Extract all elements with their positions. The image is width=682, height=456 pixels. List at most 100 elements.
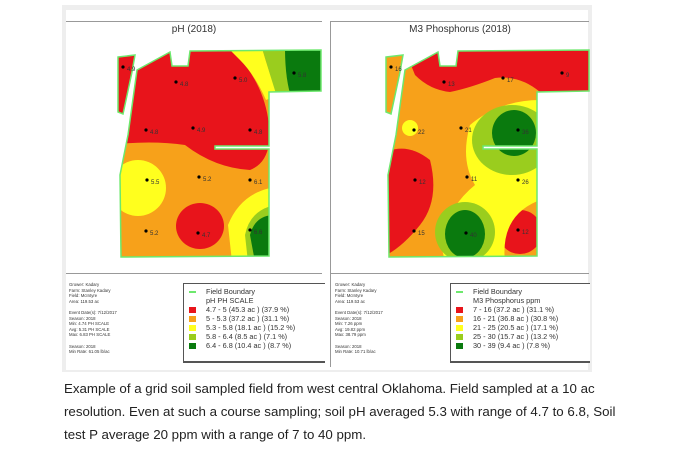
sample-point-label: 4.8	[180, 82, 189, 88]
ph-sample-points: 4.9 4.8 5.0 5.8 4.8 4.9 4.8 5.5 5.2 6.1 5.2 4.7 6.6	[121, 65, 307, 239]
legend-scale-row: M3 Phosphorus ppm	[451, 296, 590, 305]
legend-swatch	[456, 342, 463, 349]
sample-point	[144, 229, 148, 233]
sample-point-label: 5.8	[298, 73, 307, 79]
sample-point	[248, 178, 252, 182]
sample-point	[464, 231, 468, 235]
legend-class-row: 30 - 39 (9.4 ac ) (7.8 %)	[451, 341, 590, 350]
info-line: Event Date(s): 7/12/2017	[335, 309, 383, 315]
sample-point	[442, 80, 446, 84]
info-line: Max: 38.79 ppm	[335, 332, 366, 338]
ph-map-info: Grower: Kadary Farm: Stanley Kadary Field:…	[69, 282, 117, 355]
info-line: Season: 2018	[335, 315, 362, 321]
map-title: pH (2018)	[171, 24, 217, 35]
legend-class-row: 16 - 21 (36.8 ac ) (30.8 %)	[451, 314, 590, 323]
legend-swatch	[456, 333, 463, 340]
sample-point	[191, 126, 195, 130]
info-line: Max: 6.83 PH SCALE	[69, 332, 111, 338]
legend-label: Field Boundary	[206, 287, 256, 296]
sample-point-label: 21	[465, 128, 472, 134]
legend-swatch	[456, 306, 463, 313]
sample-point-label: 26	[522, 180, 529, 186]
sample-point	[145, 178, 149, 182]
sample-point-label: 4.8	[150, 130, 159, 136]
legend-swatch	[456, 324, 463, 331]
map-title: M3 Phosphorus (2018)	[409, 24, 511, 35]
phosphorus-sample-points: 16 13 17 9 22 21 36 12 11 26 15 40 12	[389, 65, 570, 239]
sample-point	[197, 175, 201, 179]
sample-point-label: 4.9	[127, 67, 136, 73]
sample-point-label: 11	[471, 177, 478, 183]
field-boundary-swatch	[456, 290, 463, 293]
sample-point	[560, 71, 564, 75]
legend-label: 30 - 39 (9.4 ac ) (7.8 %)	[473, 341, 551, 350]
divider	[66, 273, 322, 274]
info-line: Farm: Stanley Kadary	[69, 287, 111, 293]
sample-point	[459, 126, 463, 130]
legend-scale-row: pH PH SCALE	[184, 296, 325, 305]
sample-point	[248, 128, 252, 132]
legend-swatch	[189, 342, 196, 349]
info-line: Farm: Stanley Kadary	[335, 287, 377, 293]
figure-caption: Example of a grid soil sampled field fro…	[64, 381, 616, 442]
sample-point	[501, 76, 505, 80]
legend-swatch	[189, 315, 196, 322]
sample-point	[174, 80, 178, 84]
legend-scale-title: M3 Phosphorus ppm	[473, 296, 541, 305]
legend-boundary-row: Field Boundary	[451, 287, 590, 296]
sample-point-label: 5.5	[151, 180, 160, 186]
sample-point-label: 4.7	[202, 233, 211, 239]
legend-swatch	[456, 315, 463, 322]
sample-point-label: 5.2	[203, 177, 212, 183]
legend-swatch	[189, 306, 196, 313]
sample-point-label: 5.2	[150, 231, 159, 237]
sample-point-label: 4.8	[254, 130, 263, 136]
legend-label: 21 - 25 (20.5 ac ) (17.1 %)	[473, 323, 559, 332]
sample-point-label: 6.6	[254, 230, 263, 236]
info-line: Season: 2018	[69, 315, 96, 321]
legend-label: 25 - 30 (15.7 ac ) (13.2 %)	[473, 332, 559, 341]
legend-label: 5.8 - 6.4 (8.5 ac ) (7.1 %)	[206, 332, 288, 341]
info-line: Avg: 5.31 PH SCALE	[69, 326, 110, 332]
sample-point	[413, 178, 417, 182]
legend-label: 16 - 21 (36.8 ac ) (30.8 %)	[473, 314, 559, 323]
legend-class-row: 5 - 5.3 (37.2 ac ) (31.1 %)	[184, 314, 325, 323]
sample-point	[516, 228, 520, 232]
legend-class-row: 21 - 25 (20.5 ac ) (17.1 %)	[451, 323, 590, 332]
sample-point	[121, 65, 125, 69]
info-line: Grower: Kadary	[335, 282, 366, 287]
sample-point-label: 12	[522, 230, 529, 236]
sample-point-label: 22	[418, 130, 425, 136]
sample-point	[233, 76, 237, 80]
sample-point-label: 40	[470, 233, 477, 239]
legend-label: 6.4 - 6.8 (10.4 ac ) (8.7 %)	[206, 341, 292, 350]
legend-label: 5 - 5.3 (37.2 ac ) (31.1 %)	[206, 314, 290, 323]
info-line: Season: 2018	[69, 343, 96, 349]
ph-map-panel: pH (2018)	[66, 21, 322, 367]
sample-point	[196, 231, 200, 235]
legend-class-row: 5.3 - 5.8 (18.1 ac ) (15.2 %)	[184, 323, 325, 332]
sample-point	[516, 128, 520, 132]
info-line: Field: McIntyre	[335, 293, 364, 299]
info-line: Area: 119.53 ac	[69, 298, 100, 304]
info-line: Min: 7.26 ppm	[335, 321, 363, 327]
phosphorus-map-panel: M3 Phosphorus (2018)	[330, 21, 589, 367]
info-line: Field: McIntyre	[69, 293, 98, 299]
info-line: Event Date(s): 7/12/2017	[69, 309, 117, 315]
sample-point-label: 36	[522, 130, 529, 136]
legend-swatch	[189, 333, 196, 340]
legend-class-row: 25 - 30 (15.7 ac ) (13.2 %)	[451, 332, 590, 341]
sample-point-label: 6.1	[254, 180, 263, 186]
info-line: Min Rate: 10.71 lb/ac	[335, 349, 376, 355]
sample-point-label: 17	[507, 78, 514, 84]
info-line: Avg: 19.82 ppm	[335, 326, 366, 332]
ph-map	[118, 50, 321, 257]
divider	[331, 273, 589, 274]
legend-class-row: 4.7 - 5 (45.3 ac ) (37.9 %)	[184, 305, 325, 314]
info-line: Grower: Kadary	[69, 282, 100, 287]
legend-boundary-row: Field Boundary	[184, 287, 325, 296]
legend-label: 4.7 - 5 (45.3 ac ) (37.9 %)	[206, 305, 290, 314]
info-line: Area: 119.53 ac	[335, 298, 366, 304]
sample-point-label: 16	[395, 67, 402, 73]
legend-class-row: 6.4 - 6.8 (10.4 ac ) (8.7 %)	[184, 341, 325, 350]
